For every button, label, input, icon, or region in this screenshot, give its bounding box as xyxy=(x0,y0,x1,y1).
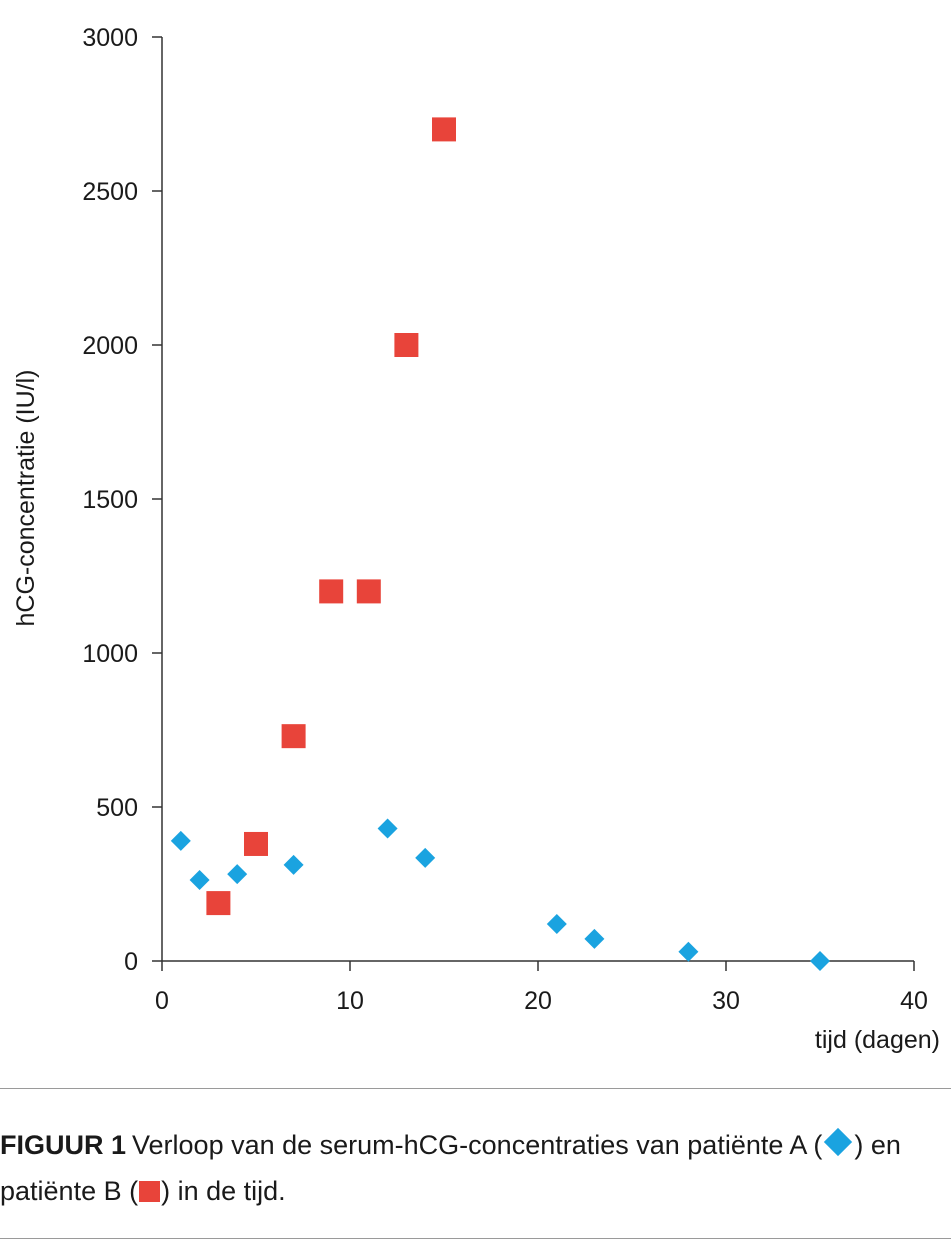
x-tick-label: 40 xyxy=(900,987,928,1015)
y-axis-title: hCG-concentratie (IU/l) xyxy=(12,369,40,626)
x-axis-title: tijd (dagen) xyxy=(815,1026,940,1054)
x-tick-label: 30 xyxy=(712,987,740,1015)
caption-text-2: ) en patiënte B ( xyxy=(0,1130,901,1206)
point-patient-b xyxy=(281,724,306,749)
legend-square-icon xyxy=(139,1181,161,1202)
caption-top-rule xyxy=(0,1088,951,1089)
point-patient-b xyxy=(244,831,268,856)
axes: 0 500 1000 1500 2000 2500 3000 0 10 20 30 40 xyxy=(82,24,928,1015)
caption-bottom-rule xyxy=(0,1238,951,1239)
x-tick-label: 0 xyxy=(155,987,169,1015)
y-tick-label: 1000 xyxy=(82,640,138,668)
caption-text-3: ) in de tijd. xyxy=(161,1176,286,1206)
point-patient-b xyxy=(394,333,419,357)
point-patient-b xyxy=(319,579,344,604)
point-patient-b xyxy=(356,579,381,604)
point-patient-b xyxy=(432,117,456,142)
caption-text-1: Verloop van de serum-hCG-concentraties v… xyxy=(132,1130,823,1160)
y-tick-label: 500 xyxy=(96,794,138,822)
legend-diamond-icon xyxy=(824,1127,853,1157)
point-patient-a xyxy=(377,818,398,839)
caption-label: FIGUUR 1 xyxy=(0,1130,127,1160)
point-patient-a xyxy=(584,928,605,949)
y-tick-label: 1500 xyxy=(82,486,138,514)
point-patient-a xyxy=(170,830,191,851)
scatter-chart: 0 500 1000 1500 2000 2500 3000 0 10 20 30 40 tijd (… xyxy=(12,24,940,1054)
point-patient-a xyxy=(546,914,567,935)
point-patient-a xyxy=(189,869,210,890)
point-patient-a xyxy=(227,864,248,885)
point-patient-a xyxy=(415,847,436,868)
y-tick-label: 2000 xyxy=(82,332,138,360)
y-tick-label: 2500 xyxy=(82,178,138,206)
point-patient-b xyxy=(206,891,231,916)
x-tick-label: 10 xyxy=(336,987,364,1015)
data-marks xyxy=(170,117,830,971)
y-tick-label: 0 xyxy=(124,948,138,976)
y-tick-label: 3000 xyxy=(82,24,138,52)
point-patient-a xyxy=(810,951,830,971)
figure-caption: FIGUUR 1 Verloop van de serum-hCG-concent… xyxy=(0,1122,940,1214)
x-tick-label: 20 xyxy=(524,987,552,1015)
point-patient-a xyxy=(283,854,304,875)
point-patient-a xyxy=(678,941,699,962)
